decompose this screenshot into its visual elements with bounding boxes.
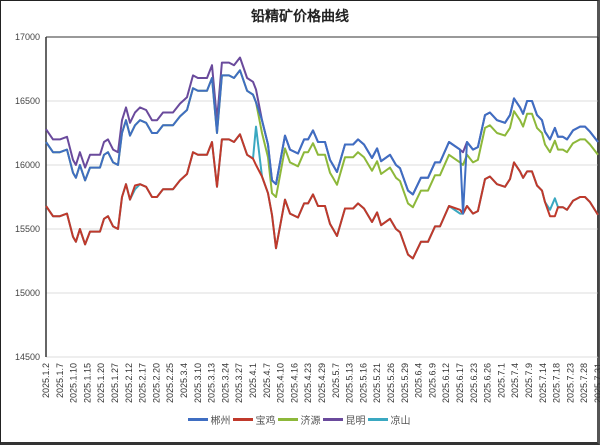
x-tick-label: 2025.6.4 — [414, 363, 424, 398]
series-line-1 — [45, 69, 599, 215]
legend-label: 郴州 — [210, 416, 231, 427]
legend: 郴州 宝鸡 济源 昆明 凉山 — [0, 412, 600, 427]
x-tick-label: 2025.3.24 — [220, 363, 230, 403]
x-tick-label: 2025.1.27 — [110, 363, 120, 403]
x-tick-label: 2025.1.20 — [96, 363, 106, 403]
x-tick-label: 2025.4.16 — [289, 363, 299, 403]
x-tick-label: 2025.5.16 — [358, 363, 368, 403]
legend-item: 凉山 — [367, 412, 411, 427]
x-tick-label: 2025.2.12 — [124, 363, 134, 403]
x-tick-label: 2025.7.23 — [565, 363, 575, 403]
x-tick-label: 2025.7.14 — [538, 363, 548, 403]
x-tick-label: 2025.1.2 — [41, 363, 51, 398]
legend-item: 郴州 — [187, 412, 231, 427]
x-tick-label: 2025.4.29 — [317, 363, 327, 403]
y-tick-label: 15000 — [15, 288, 40, 298]
x-tick-label: 2025.4.7 — [262, 363, 272, 398]
series-line-3 — [45, 69, 599, 209]
legend-item: 宝鸡 — [232, 412, 276, 427]
y-tick-label: 16000 — [15, 160, 40, 170]
x-tick-label: 2025.2.20 — [151, 363, 161, 403]
legend-swatch — [277, 418, 298, 421]
legend-swatch — [322, 418, 343, 421]
x-tick-label: 2025.2.17 — [138, 363, 148, 403]
x-tick-label: 2025.3.27 — [234, 363, 244, 403]
x-tick-label: 2025.3.13 — [207, 363, 217, 403]
x-tick-label: 2025.6.26 — [483, 363, 493, 403]
x-tick-label: 2025.6.23 — [469, 363, 479, 403]
x-tick-label: 2025.6.12 — [441, 363, 451, 403]
x-tick-label: 2025.6.9 — [427, 363, 437, 398]
x-tick-label: 2025.4.10 — [276, 363, 286, 403]
x-tick-label: 2025.3.4 — [179, 363, 189, 398]
legend-item: 昆明 — [322, 412, 366, 427]
x-tick-label: 2025.1.7 — [55, 363, 65, 398]
x-tick-label: 2025.5.13 — [345, 363, 355, 403]
legend-swatch — [187, 418, 208, 421]
legend-item: 济源 — [277, 412, 321, 427]
x-tick-label: 2025.5.29 — [400, 363, 410, 403]
legend-label: 昆明 — [345, 416, 366, 427]
x-tick-label: 2025.7.18 — [552, 363, 562, 403]
series-line-2 — [45, 133, 599, 260]
series-line-4 — [45, 56, 599, 196]
chart-title: 铅精矿价格曲线 — [251, 9, 349, 25]
x-tick-label: 2025.7.1 — [496, 363, 506, 398]
legend-swatch — [232, 418, 253, 421]
legend-swatch — [367, 418, 388, 421]
x-tick-label: 2025.5.26 — [386, 363, 396, 403]
x-tick-label: 2025.7.28 — [579, 363, 589, 403]
x-tick-label: 2025.2.25 — [165, 363, 175, 403]
legend-label: 凉山 — [390, 416, 411, 427]
x-tick-label: 2025.4.23 — [303, 363, 313, 403]
legend-label: 宝鸡 — [255, 416, 276, 427]
x-tick-label: 2025.1.10 — [69, 363, 79, 403]
x-tick-label: 2025.7.31 — [593, 363, 600, 403]
y-tick-label: 17000 — [15, 32, 40, 42]
x-tick-label: 2025.7.9 — [524, 363, 534, 398]
y-tick-label: 16500 — [15, 96, 40, 106]
x-tick-label: 2025.3.10 — [193, 363, 203, 403]
x-tick-label: 2025.5.7 — [331, 363, 341, 398]
x-tick-label: 2025.1.15 — [82, 363, 92, 403]
x-tick-label: 2025.5.21 — [372, 363, 382, 403]
x-tick-label: 2025.6.17 — [455, 363, 465, 403]
y-tick-label: 15500 — [15, 224, 40, 234]
x-tick-label: 2025.4.1 — [248, 363, 258, 398]
y-tick-label: 14500 — [15, 352, 40, 362]
x-tick-label: 2025.7.4 — [510, 363, 520, 398]
legend-label: 济源 — [300, 416, 321, 427]
